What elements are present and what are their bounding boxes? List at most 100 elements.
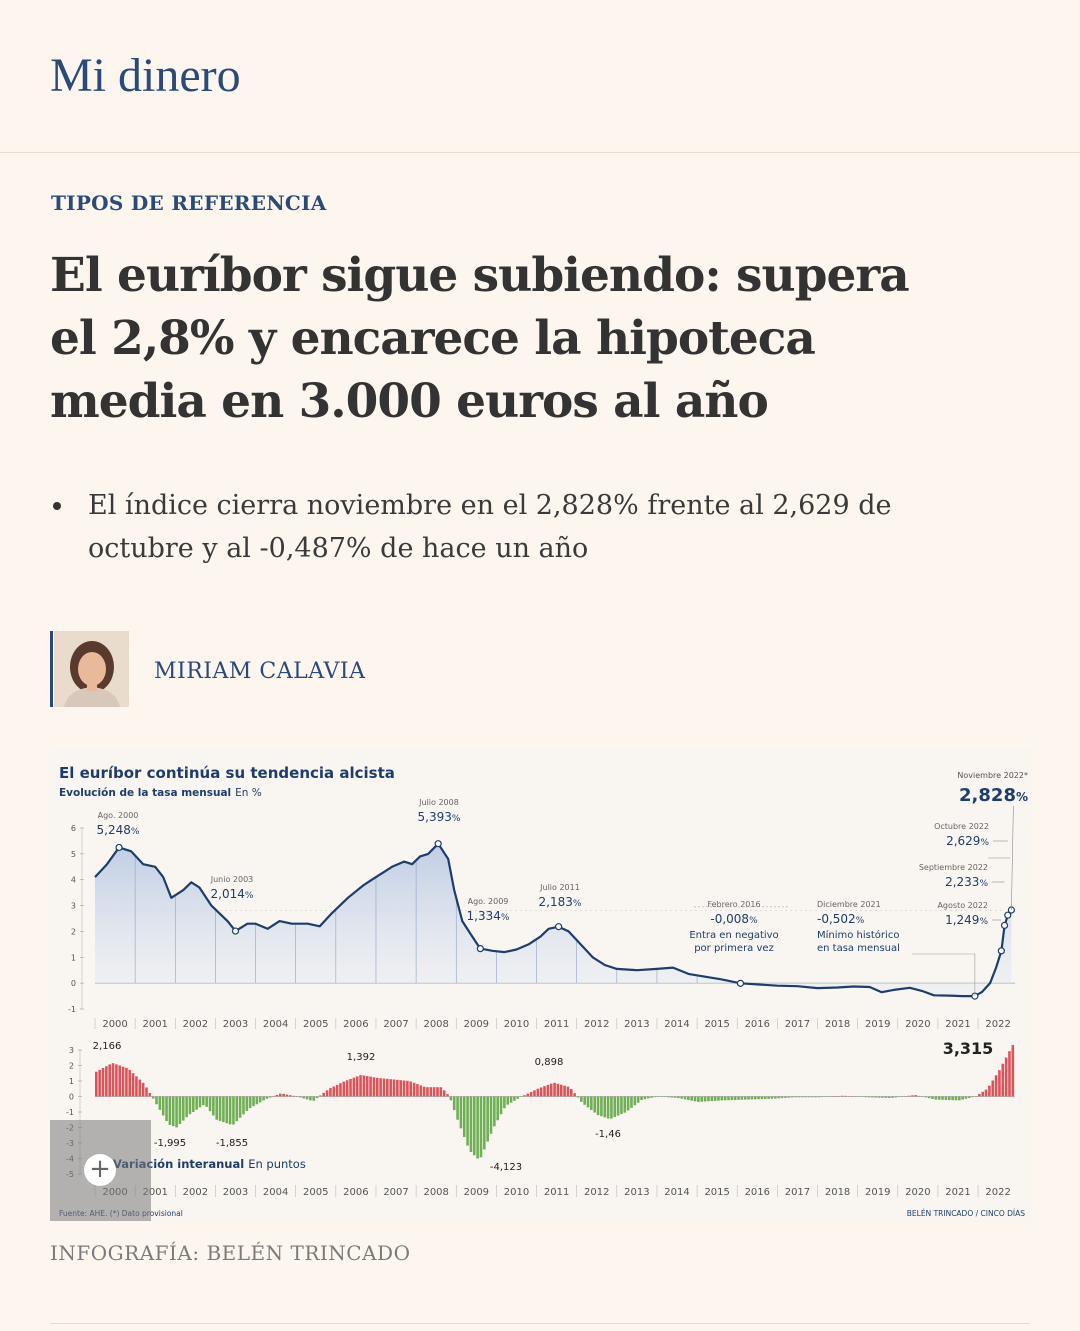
upper-y-tick-label: 4 bbox=[71, 876, 76, 885]
annotation-value: 5,248% bbox=[97, 823, 140, 837]
variation-bar bbox=[278, 1093, 282, 1097]
lower-x-tick-label: 2009 bbox=[464, 1187, 489, 1198]
variation-bar bbox=[302, 1096, 305, 1099]
annotation-value: 1,249% bbox=[945, 913, 988, 927]
variation-bar bbox=[954, 1096, 958, 1101]
author-name[interactable]: MIRIAM CALAVIA bbox=[154, 659, 366, 684]
upper-x-tick-label: 2010 bbox=[504, 1019, 529, 1030]
variation-bar bbox=[543, 1086, 546, 1097]
lower-x-tick-label: 2006 bbox=[343, 1187, 368, 1198]
annotation-value-number: 2,233 bbox=[945, 875, 979, 889]
variation-bar bbox=[312, 1096, 316, 1101]
variation-bar bbox=[740, 1096, 744, 1100]
euribor-chart-svg: El euríbor continúa su tendencia alcista… bbox=[59, 764, 1028, 1218]
variation-bar bbox=[707, 1096, 710, 1102]
variation-bar bbox=[228, 1096, 232, 1125]
variation-bar bbox=[238, 1096, 242, 1118]
variation-bar bbox=[723, 1096, 727, 1101]
variation-bar bbox=[352, 1077, 356, 1097]
upper-x-tick-label: 2018 bbox=[825, 1019, 850, 1030]
annotation-label: Junio 2003 bbox=[210, 875, 254, 884]
upper-x-tick-label: 2007 bbox=[383, 1019, 408, 1030]
variation-bar bbox=[476, 1096, 479, 1159]
lower-x-tick-label: 2014 bbox=[664, 1187, 689, 1198]
variation-bar bbox=[646, 1096, 650, 1099]
article-summary: El índice cierra noviembre en el 2,828% … bbox=[50, 484, 950, 570]
annotation-note: Mínimo histórico bbox=[817, 929, 899, 941]
variation-bar bbox=[493, 1096, 496, 1127]
upper-x-tick-label: 2016 bbox=[745, 1019, 770, 1030]
variation-bar bbox=[727, 1096, 730, 1101]
variation-bar bbox=[439, 1087, 443, 1097]
variation-bar bbox=[472, 1096, 476, 1156]
annotation-value: 2,629% bbox=[946, 834, 989, 848]
variation-bar bbox=[924, 1096, 928, 1098]
article-kicker[interactable]: TIPOS DE REFERENCIA bbox=[51, 191, 327, 215]
upper-x-tick-label: 2021 bbox=[945, 1019, 970, 1030]
variation-bar bbox=[733, 1096, 737, 1100]
expand-graphic-button[interactable]: + bbox=[50, 1120, 151, 1221]
section-title[interactable]: Mi dinero bbox=[50, 49, 241, 102]
variation-bar bbox=[650, 1096, 653, 1098]
euribor-line bbox=[94, 842, 1013, 998]
annotation-label: Julio 2011 bbox=[539, 883, 580, 892]
annotation-value-number: 5,248 bbox=[97, 823, 131, 837]
variation-bar bbox=[242, 1096, 245, 1115]
variation-bar bbox=[884, 1096, 888, 1098]
upper-y-tick-label: 0 bbox=[71, 979, 76, 988]
variation-bar bbox=[369, 1076, 372, 1097]
annotation-note: Entra en negativo bbox=[689, 930, 778, 941]
upper-x-tick-label: 2011 bbox=[544, 1019, 569, 1030]
variation-bar bbox=[262, 1096, 265, 1101]
variation-bar bbox=[225, 1096, 229, 1124]
variation-bar bbox=[576, 1096, 580, 1098]
variation-bar bbox=[128, 1069, 132, 1097]
variation-bar bbox=[499, 1096, 503, 1115]
variation-bar bbox=[496, 1096, 499, 1121]
lower-x-tick-label: 2002 bbox=[183, 1187, 208, 1198]
lower-x-tick-label: 2015 bbox=[704, 1187, 729, 1198]
variation-bar bbox=[449, 1096, 453, 1101]
annotation-value-unit: % bbox=[501, 913, 510, 923]
annotation-label: Ago. 2009 bbox=[468, 897, 509, 906]
annotation-value: 2,183% bbox=[539, 895, 582, 909]
variation-bar bbox=[653, 1096, 657, 1098]
variation-bar bbox=[747, 1096, 750, 1100]
variation-bar bbox=[626, 1096, 630, 1111]
variation-bar bbox=[489, 1096, 493, 1134]
variation-annotation: 1,392 bbox=[347, 1052, 376, 1063]
variation-bar bbox=[586, 1096, 590, 1108]
variation-bar bbox=[483, 1096, 486, 1150]
variation-bar bbox=[590, 1096, 593, 1110]
lower-x-tick-label: 2003 bbox=[223, 1187, 248, 1198]
variation-bar bbox=[1001, 1063, 1005, 1097]
upper-x-tick-label: 2004 bbox=[263, 1019, 288, 1030]
annotation-value-number: -0,502 bbox=[817, 912, 856, 926]
annotation-value-number: 5,393 bbox=[418, 810, 452, 824]
article-headline: El euríbor sigue subiendo: supera el 2,8… bbox=[50, 248, 910, 429]
graphic-title: El euríbor continúa su tendencia alcista bbox=[59, 764, 395, 782]
variation-bar bbox=[770, 1096, 774, 1099]
variation-bar bbox=[600, 1096, 603, 1117]
variation-bar bbox=[937, 1096, 941, 1100]
author-avatar[interactable] bbox=[54, 631, 129, 707]
variation-bar bbox=[563, 1085, 566, 1097]
annotation-marker bbox=[476, 945, 484, 953]
variation-bar bbox=[559, 1084, 563, 1097]
variation-bar bbox=[392, 1079, 396, 1097]
variation-bar bbox=[325, 1090, 329, 1097]
upper-y-tick-label: 3 bbox=[71, 902, 76, 911]
variation-bar bbox=[917, 1095, 921, 1097]
variation-bar bbox=[787, 1096, 791, 1098]
variation-bar bbox=[181, 1096, 185, 1121]
variation-bar bbox=[640, 1096, 643, 1101]
variation-bar bbox=[730, 1096, 734, 1101]
annotation-marker bbox=[997, 947, 1005, 955]
variation-bar bbox=[382, 1078, 386, 1097]
annotation-value-unit: % bbox=[452, 814, 461, 824]
variation-bar bbox=[486, 1096, 489, 1142]
variation-bar bbox=[185, 1096, 188, 1118]
variation-bar bbox=[372, 1077, 376, 1097]
variation-bar bbox=[426, 1087, 429, 1097]
variation-bar bbox=[630, 1096, 633, 1108]
